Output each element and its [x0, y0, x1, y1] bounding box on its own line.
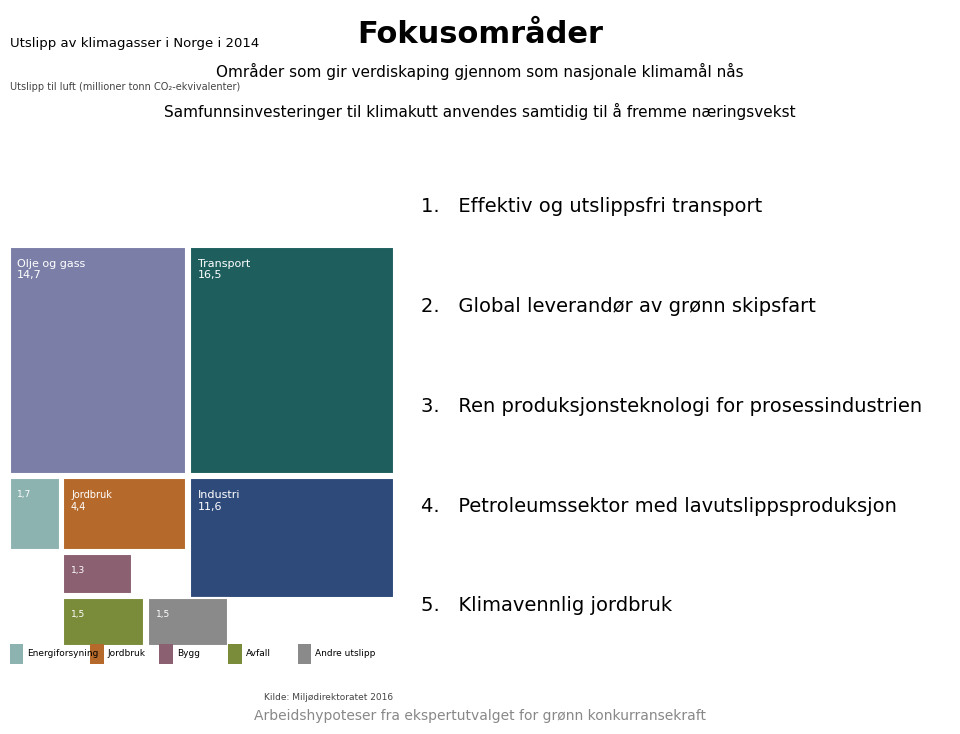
Text: Kilde: Miljødirektoratet 2016: Kilde: Miljødirektoratet 2016: [264, 693, 394, 702]
Bar: [159, 644, 173, 664]
Text: 2.   Global leverandør av grønn skipsfart: 2. Global leverandør av grønn skipsfart: [421, 297, 816, 316]
Text: 1,3: 1,3: [71, 566, 85, 575]
FancyBboxPatch shape: [63, 479, 186, 550]
FancyBboxPatch shape: [148, 598, 228, 646]
FancyBboxPatch shape: [63, 598, 144, 646]
FancyBboxPatch shape: [10, 247, 186, 474]
Text: Transport
16,5: Transport 16,5: [198, 258, 250, 280]
FancyBboxPatch shape: [63, 554, 132, 594]
Text: 1.   Effektiv og utslippsfri transport: 1. Effektiv og utslippsfri transport: [421, 197, 762, 217]
Bar: [90, 644, 104, 664]
Text: Utslipp av klimagasser i Norge i 2014: Utslipp av klimagasser i Norge i 2014: [10, 37, 259, 50]
Text: Bygg: Bygg: [177, 650, 200, 658]
Text: Fokusområder: Fokusområder: [357, 20, 603, 49]
Bar: [228, 644, 242, 664]
Text: Energiforsyning: Energiforsyning: [27, 650, 98, 658]
FancyBboxPatch shape: [10, 479, 60, 550]
Text: Olje og gass
14,7: Olje og gass 14,7: [17, 258, 85, 280]
Text: Jordbruk
4,4: Jordbruk 4,4: [71, 490, 112, 512]
FancyBboxPatch shape: [190, 247, 394, 474]
Text: Jordbruk: Jordbruk: [108, 650, 146, 658]
Text: Samfunnsinvesteringer til klimakutt anvendes samtidig til å fremme næringsvekst: Samfunnsinvesteringer til klimakutt anve…: [164, 103, 796, 120]
Text: Avfall: Avfall: [246, 650, 271, 658]
Text: Utslipp til luft (millioner tonn CO₂-ekvivalenter): Utslipp til luft (millioner tonn CO₂-ekv…: [10, 82, 240, 92]
Text: Arbeidshypoteser fra ekspertutvalget for grønn konkurransekraft: Arbeidshypoteser fra ekspertutvalget for…: [254, 708, 706, 723]
Text: 5.   Klimavennlig jordbruk: 5. Klimavennlig jordbruk: [421, 597, 673, 616]
Text: Områder som gir verdiskaping gjennom som nasjonale klimamål nås: Områder som gir verdiskaping gjennom som…: [216, 63, 744, 81]
Bar: [298, 644, 311, 664]
FancyBboxPatch shape: [190, 479, 394, 598]
Text: Andre utslipp: Andre utslipp: [315, 650, 375, 658]
Text: 1,5: 1,5: [71, 610, 85, 619]
Bar: [10, 644, 23, 664]
Text: 1,5: 1,5: [156, 610, 170, 619]
Text: 3.   Ren produksjonsteknologi for prosessindustrien: 3. Ren produksjonsteknologi for prosessi…: [421, 397, 923, 416]
Text: 4.   Petroleumssektor med lavutslippsproduksjon: 4. Petroleumssektor med lavutslippsprodu…: [421, 497, 898, 516]
Text: 1,7: 1,7: [17, 490, 32, 499]
Text: Industri
11,6: Industri 11,6: [198, 490, 240, 512]
